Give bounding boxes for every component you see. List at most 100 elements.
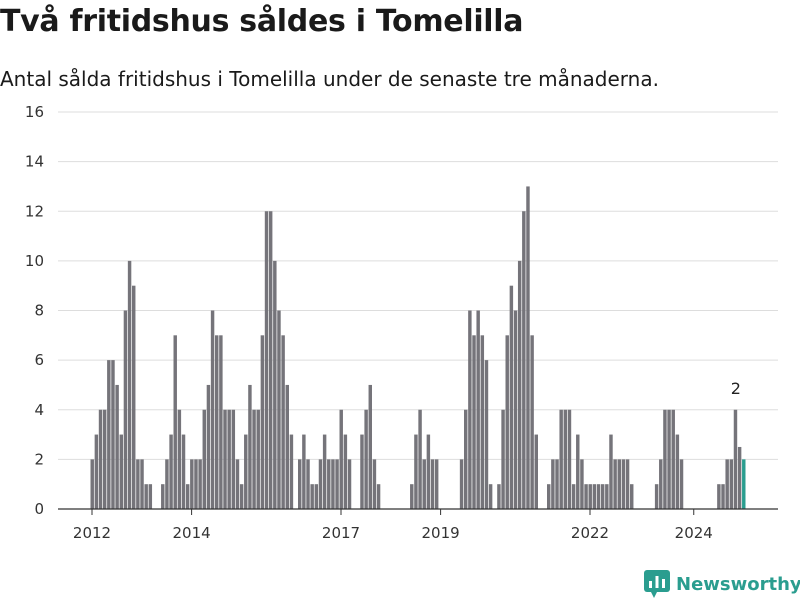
bar: [725, 459, 729, 509]
bar: [484, 360, 489, 509]
bar: [376, 484, 381, 509]
bar: [663, 409, 667, 509]
bar: [430, 459, 435, 509]
bar: [339, 409, 343, 509]
bar: [563, 409, 568, 509]
newsworthy-logo: Newsworthy: [644, 570, 800, 598]
bar: [181, 434, 186, 509]
bar: [202, 409, 206, 509]
bar: [729, 459, 734, 509]
bar: [144, 484, 148, 509]
x-tick-label: 2019: [422, 524, 460, 542]
bar: [289, 434, 294, 509]
bar: [215, 335, 219, 509]
bar: [580, 459, 584, 509]
bar: [659, 459, 663, 509]
bar: [571, 484, 576, 509]
bar: [368, 384, 372, 509]
bar: [268, 211, 273, 509]
chart-title: Två fritidshus såldes i Tomelilla: [0, 4, 524, 39]
bar: [132, 285, 136, 509]
bar: [534, 434, 538, 509]
newsworthy-icon: [644, 570, 670, 598]
bar: [119, 434, 123, 509]
bar: [488, 484, 493, 509]
bar: [530, 335, 534, 509]
bar: [161, 484, 165, 509]
bar: [737, 446, 742, 509]
bar: [426, 434, 431, 509]
y-tick-label: 0: [34, 500, 44, 518]
bar: [194, 459, 198, 509]
bar: [298, 459, 302, 509]
bar: [667, 409, 671, 509]
bar: [592, 484, 597, 509]
bar: [588, 484, 592, 509]
bar: [198, 459, 202, 509]
bar: [165, 459, 169, 509]
bar: [360, 434, 364, 509]
bars: [90, 186, 746, 509]
bar: [434, 459, 439, 509]
bar: [318, 459, 323, 509]
bar: [576, 434, 580, 509]
x-tick-label: 2014: [173, 524, 211, 542]
bar: [347, 459, 352, 509]
data-label: 2: [731, 379, 741, 398]
bar: [94, 434, 99, 509]
bar: [372, 459, 377, 509]
bar: [322, 434, 327, 509]
bar: [654, 484, 659, 509]
bar: [148, 484, 153, 509]
bar: [679, 459, 684, 509]
bar: [185, 484, 190, 509]
bar: [600, 484, 605, 509]
bar: [98, 409, 103, 509]
bar: [285, 384, 289, 509]
bar: [472, 335, 476, 509]
bar: [605, 484, 609, 509]
bar: [127, 260, 132, 509]
bar: [136, 459, 140, 509]
y-tick-label: 4: [34, 401, 44, 419]
bar: [522, 211, 526, 509]
bar: [273, 260, 277, 509]
x-axis: 2012 2014 2017 2019 2022 2024: [58, 508, 778, 542]
bar: [501, 409, 505, 509]
bar: [260, 335, 265, 509]
bar: [547, 484, 551, 509]
bar: [505, 335, 509, 509]
bar: [210, 310, 215, 509]
bar: [551, 459, 555, 509]
bar: [418, 409, 422, 509]
bar: [140, 459, 144, 509]
bar: [264, 211, 269, 509]
y-tick-label: 12: [25, 202, 44, 220]
bar: [231, 409, 236, 509]
bar: [206, 384, 211, 509]
bar: [364, 409, 368, 509]
bar: [410, 484, 414, 509]
bar: [422, 459, 426, 509]
x-tick-label: 2012: [73, 524, 111, 542]
chart-subtitle: Antal sålda fritidshus i Tomelilla under…: [0, 67, 659, 91]
bar: [526, 186, 530, 509]
bar: [115, 384, 119, 509]
data-labels: 2: [731, 379, 741, 398]
bar: [414, 434, 418, 509]
bar: [480, 335, 485, 509]
bar: [327, 459, 331, 509]
bar: [310, 484, 314, 509]
bar: [567, 409, 572, 509]
bar: [617, 459, 621, 509]
x-tick-label: 2024: [675, 524, 713, 542]
bar: [111, 360, 115, 509]
bar: [306, 459, 310, 509]
brand-name: Newsworthy: [676, 573, 800, 595]
bar: [123, 310, 128, 509]
bar: [277, 310, 281, 509]
bar: [596, 484, 601, 509]
bar: [107, 360, 111, 509]
bar: [177, 409, 182, 509]
bar: [509, 285, 514, 509]
